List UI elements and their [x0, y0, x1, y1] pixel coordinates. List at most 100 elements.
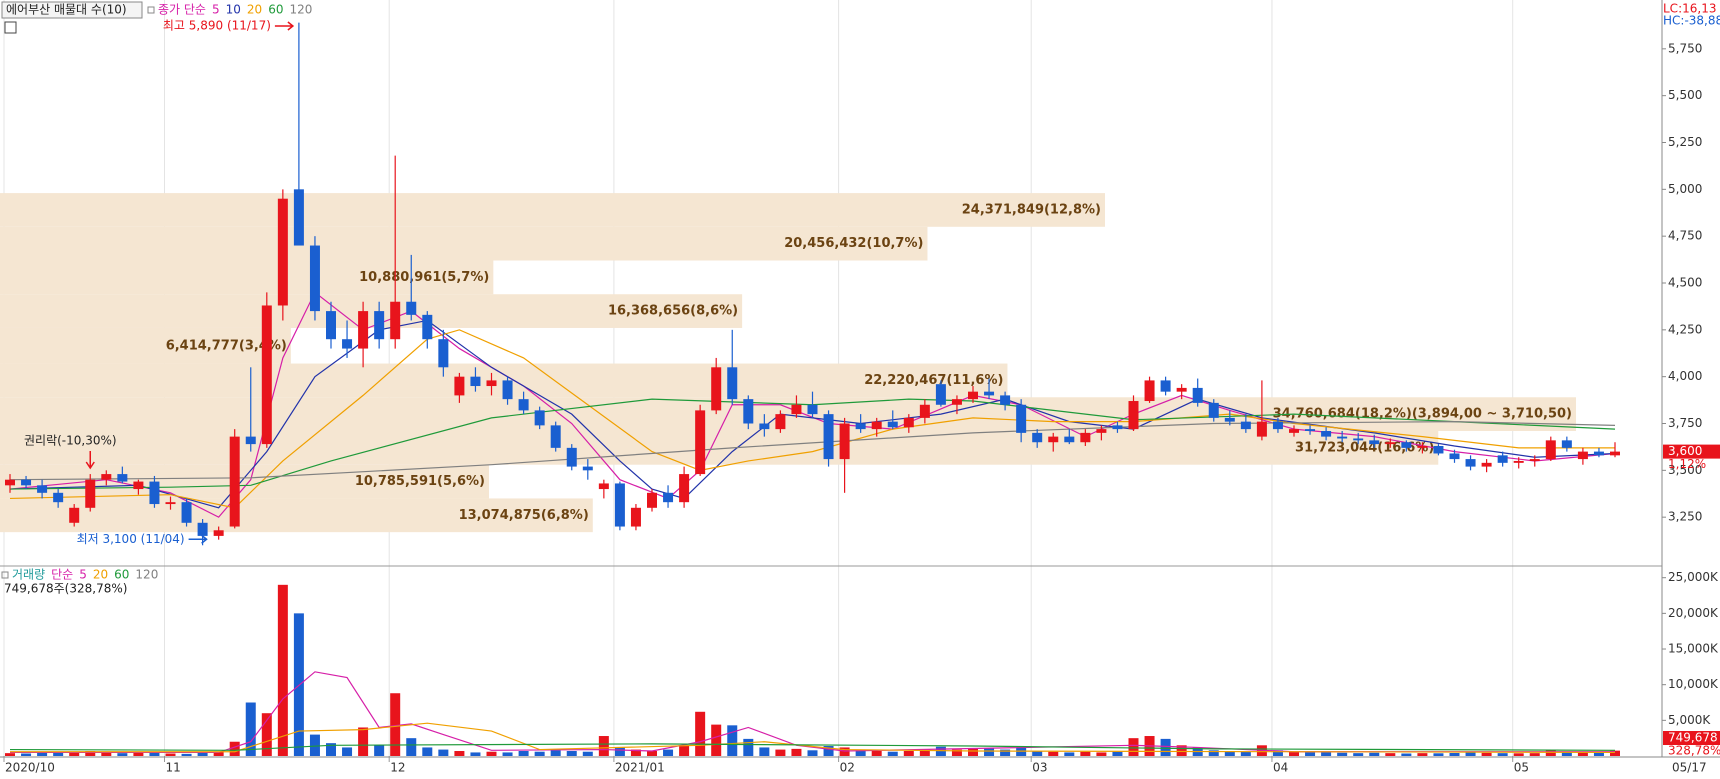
legend-entry: 5	[79, 568, 87, 582]
candle-body	[165, 502, 176, 505]
volume-bar	[630, 749, 641, 756]
candle-body	[422, 314, 433, 340]
candle-body	[1433, 445, 1444, 454]
legend-entry: 거래량	[12, 568, 45, 582]
legend-entry: 20	[247, 3, 262, 17]
candle-body	[229, 436, 240, 527]
volume-bar	[438, 749, 449, 756]
legend-entry: 10	[226, 3, 241, 17]
y-tick-label: 25,000K	[1668, 570, 1719, 584]
volume-bar	[743, 738, 754, 756]
candle-body	[37, 485, 48, 493]
volume-bar	[1593, 752, 1604, 756]
candle-body	[951, 399, 962, 405]
candle-body	[21, 479, 32, 486]
volume-bar	[1369, 752, 1380, 756]
volume-bar	[887, 751, 898, 756]
candle-body	[1497, 455, 1508, 463]
volume-bar	[1561, 751, 1572, 756]
volume-bar	[1208, 750, 1219, 756]
candle-body	[630, 507, 641, 527]
volume-bar	[534, 751, 545, 756]
candle-body	[614, 483, 625, 527]
candle-body	[1385, 442, 1396, 445]
volume-bar	[1417, 753, 1428, 756]
volume-bar	[871, 751, 882, 756]
volume-bar	[21, 753, 32, 756]
volume-bar	[984, 748, 995, 756]
legend-entry: 60	[114, 568, 129, 582]
volume-bar	[1176, 745, 1187, 756]
volume-bar	[919, 749, 930, 756]
profile-band	[0, 193, 1105, 227]
volume-bar	[1160, 738, 1171, 756]
candle-body	[582, 466, 593, 471]
candle-body	[374, 311, 385, 340]
legend-entry: 120	[135, 568, 158, 582]
candle-body	[454, 376, 465, 396]
volume-bar	[101, 752, 112, 756]
candle-body	[839, 423, 850, 460]
volume-bar	[197, 752, 208, 756]
volume-bar	[470, 752, 481, 756]
candle-body	[1176, 387, 1187, 392]
candle-body	[1481, 462, 1492, 467]
volume-bar	[1016, 747, 1027, 756]
volume-bar	[454, 751, 465, 756]
volume-bar	[582, 751, 593, 756]
candle-body	[534, 410, 545, 426]
candle-body	[935, 384, 946, 405]
volume-bar	[1481, 752, 1492, 756]
volume-bar	[1305, 752, 1316, 756]
candle-body	[1112, 425, 1123, 430]
candle-body	[1144, 380, 1155, 402]
candle-body	[566, 447, 577, 467]
legend-entry: 단순	[51, 568, 73, 582]
candle-body	[390, 301, 401, 340]
profile-band	[0, 226, 928, 261]
volume-bar	[1289, 751, 1299, 756]
profile-label: 6,414,777(3,4%)	[166, 338, 287, 353]
volume-bar	[903, 751, 914, 756]
volume-bar	[1112, 751, 1123, 756]
volume-bar	[1529, 753, 1540, 756]
event-arrow	[85, 451, 95, 470]
legend-marker	[1, 571, 9, 579]
volume-bar	[775, 749, 786, 756]
y-tick-label: 4,000	[1668, 369, 1702, 383]
candle-body	[293, 189, 304, 246]
x-tick-label: 04	[1273, 761, 1288, 775]
candle-body	[1256, 421, 1267, 437]
title-box	[1, 1, 143, 19]
volume-bar	[374, 745, 385, 756]
candle-body	[743, 399, 754, 424]
y-tick-label: 20,000K	[1668, 606, 1719, 620]
candle-body	[1465, 459, 1476, 467]
candle-body	[486, 380, 497, 387]
candle-body	[1417, 445, 1428, 448]
calc-icon	[4, 21, 17, 34]
candle-body	[1016, 404, 1027, 433]
legend-entry: 5	[212, 3, 220, 17]
candle-body	[1096, 429, 1107, 433]
ma-line	[9, 398, 1616, 490]
candle-body	[871, 421, 882, 430]
candle-body	[5, 479, 15, 486]
volume-bar	[358, 727, 369, 756]
candle-body	[518, 399, 529, 411]
profile-label: 10,785,591(5,6%)	[355, 474, 485, 489]
volume-bar	[406, 738, 417, 756]
candle-body	[695, 410, 706, 475]
x-tick-label: 2021/01	[615, 761, 665, 775]
candle-body	[968, 391, 978, 400]
volume-bar	[1513, 753, 1524, 756]
volume-bar	[1272, 750, 1283, 756]
y-tick-label: 3,250	[1668, 510, 1702, 524]
candle-body	[1593, 451, 1604, 456]
y-tick-label: 5,750	[1668, 41, 1702, 55]
candle-body	[1561, 440, 1572, 448]
ma-line	[9, 421, 1616, 481]
volume-bar	[1353, 753, 1364, 756]
volume-bar	[53, 752, 64, 756]
legend-marker	[147, 6, 155, 14]
